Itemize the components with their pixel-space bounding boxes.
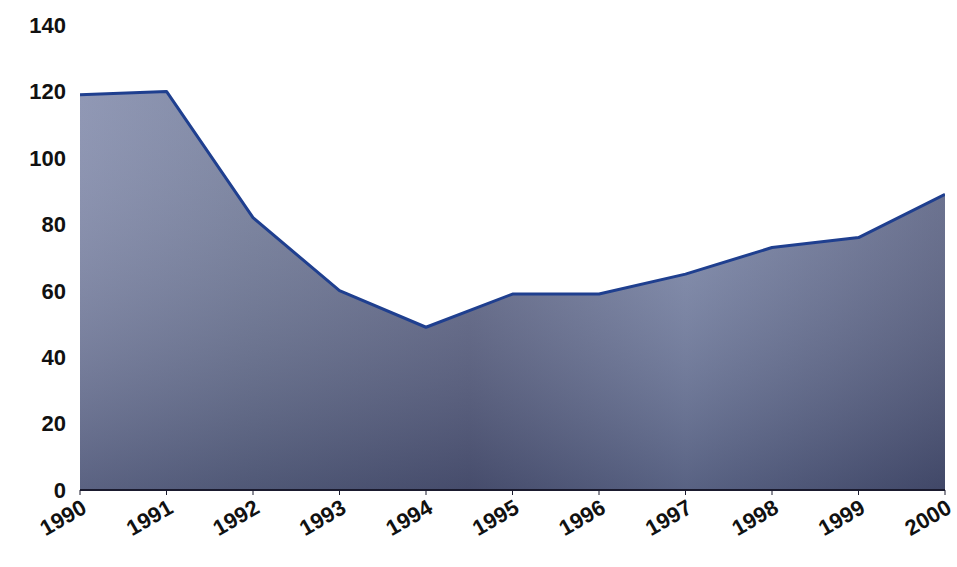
plot-area xyxy=(80,91,945,490)
x-tick-label: 2000 xyxy=(901,495,956,541)
x-tick xyxy=(80,490,81,495)
y-tick-label: 140 xyxy=(29,13,66,38)
area-shade xyxy=(80,91,945,490)
chart: 0 20 40 60 80 100 120 140 1990 1991 1992 1993 1994 19… xyxy=(0,0,957,567)
x-tick-label: 1994 xyxy=(382,494,438,541)
x-tick-label: 1993 xyxy=(295,495,350,541)
x-tick xyxy=(685,490,686,495)
x-tick xyxy=(772,490,773,495)
x-tick xyxy=(945,490,946,495)
x-tick-label: 1995 xyxy=(468,495,523,541)
area-line xyxy=(80,91,945,327)
x-tick-label: 1997 xyxy=(641,495,696,541)
y-tick-label: 20 xyxy=(42,411,66,436)
y-tick xyxy=(76,290,80,291)
y-tick xyxy=(76,25,80,26)
x-tick xyxy=(339,490,340,495)
x-tick xyxy=(858,490,859,495)
y-tick xyxy=(76,423,80,424)
y-tick xyxy=(76,224,80,225)
x-tick xyxy=(512,490,513,495)
y-tick-label: 0 xyxy=(54,478,66,503)
y-tick-label: 80 xyxy=(42,212,66,237)
x-tick-label: 1991 xyxy=(122,495,177,541)
y-tick-label: 40 xyxy=(42,345,66,370)
x-tick-label: 1990 xyxy=(36,495,91,541)
y-tick xyxy=(76,490,80,491)
x-tick-label: 1996 xyxy=(555,495,610,541)
y-tick xyxy=(76,91,80,92)
y-tick-label: 100 xyxy=(29,146,66,171)
x-tick xyxy=(166,490,167,495)
x-tick-label: 1992 xyxy=(209,495,264,541)
y-tick-label: 120 xyxy=(29,79,66,104)
y-tick xyxy=(76,157,80,158)
x-tick-label: 1998 xyxy=(728,495,783,541)
x-tick xyxy=(599,490,600,495)
x-tick-label: 1999 xyxy=(814,495,869,541)
x-tick xyxy=(253,490,254,495)
x-tick xyxy=(426,490,427,495)
area xyxy=(80,91,945,490)
y-tick xyxy=(76,357,80,358)
y-tick-label: 60 xyxy=(42,279,66,304)
